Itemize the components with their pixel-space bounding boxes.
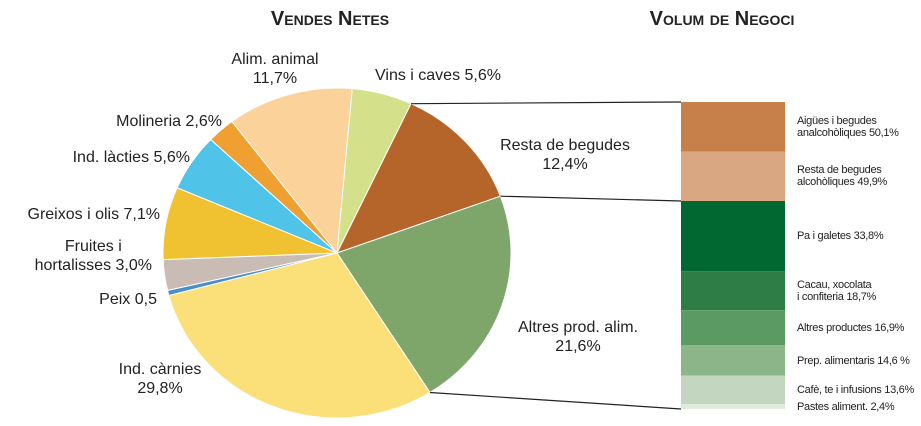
segment-value: 18,7% — [846, 290, 877, 303]
pie-slice — [336, 103, 502, 254]
bar-segment — [681, 310, 785, 346]
pie-label: Fruites i hortalisses 3,0% — [35, 237, 152, 275]
bar-segment — [681, 102, 785, 152]
slice-name: Molineria — [116, 113, 182, 130]
bar-label: Resta de begudes alcohòliques 49,9% — [797, 164, 887, 188]
segment-name: Pastes aliment. — [797, 400, 868, 413]
slice-value: 21,6% — [555, 338, 601, 355]
bar-label: Aigües i begudes analcohòliques 50,1% — [797, 115, 899, 139]
bar-segment — [681, 404, 785, 409]
pie-label: Molineria 2,6% — [116, 112, 222, 131]
segment-name: Aigües i begudes analcohòliques — [797, 114, 877, 139]
slice-value: 12,4% — [542, 156, 588, 173]
slice-name: Vins i caves — [375, 67, 461, 84]
pie-label: Ind. làcties 5,6% — [73, 148, 190, 167]
segment-name: Resta de begudes alcohòliques — [797, 164, 882, 189]
bar-label: Pastes aliment. 2,4% — [797, 400, 895, 413]
segment-value: 16,9% — [874, 321, 905, 334]
slice-value: 7,1% — [123, 206, 160, 223]
pie-slice — [231, 87, 353, 255]
segment-value: 2,4% — [870, 400, 895, 413]
bar-segment — [681, 345, 785, 376]
bar-label: Cacau, xocolata i confiteria 18,7% — [797, 279, 876, 303]
segment-value: 49,9% — [857, 176, 888, 189]
bar-segment — [681, 271, 785, 311]
segment-name: Cacau, xocolata i confiteria — [797, 278, 872, 303]
segment-name: Cafè, te i infusions — [797, 383, 882, 396]
segment-name: Prep. alimentaris — [797, 354, 875, 367]
bar-label: Cafè, te i infusions 13,6% — [797, 384, 914, 396]
pie-label: Ind. càrnies 29,8% — [119, 360, 202, 398]
slice-name: Resta de begudes — [500, 137, 630, 154]
bar-segment — [681, 375, 785, 405]
slice-value: 29,8% — [137, 380, 183, 397]
bar-segment — [681, 151, 785, 201]
slice-value: 5,6% — [153, 149, 190, 166]
slice-value: 11,7% — [252, 70, 298, 87]
slice-name: Altres prod. alim. — [517, 319, 639, 336]
slice-name: Ind. làcties — [72, 149, 150, 166]
bar-title: Volum de Negoci — [649, 8, 795, 30]
segment-value: 50,1% — [868, 126, 899, 139]
slice-value: 2,6% — [185, 113, 222, 130]
slice-value: 0,5 — [134, 291, 157, 308]
pie-slice — [168, 252, 431, 419]
segment-value: 13,6% — [884, 383, 914, 396]
connector — [411, 101, 682, 105]
segment-name: Altres productes — [797, 321, 872, 334]
slice-name: Peix — [99, 291, 131, 308]
pie-label: Alim. animal 11,7% — [231, 50, 318, 88]
connector — [500, 195, 682, 202]
pie-slice — [336, 195, 512, 394]
pie-title: Vendes Netes — [270, 8, 390, 30]
bar-label: Altres productes 16,9% — [797, 322, 904, 334]
connector — [429, 391, 682, 410]
slice-name: Ind. càrnies — [118, 361, 202, 378]
pie-label: Peix 0,5 — [99, 290, 157, 309]
segment-value: 14,6 % — [877, 354, 910, 367]
bar-segment — [681, 201, 785, 272]
pie-label: Vins i caves 5,6% — [375, 66, 501, 85]
segment-name: Pa i galetes — [797, 230, 851, 243]
slice-name: Fruites i hortalisses — [34, 238, 122, 274]
pie-label: Altres prod. alim. 21,6% — [518, 318, 638, 356]
pie-label: Resta de begudes 12,4% — [500, 136, 630, 174]
bar-label: Prep. alimentaris 14,6 % — [797, 355, 910, 367]
segment-value: 33,8% — [853, 230, 884, 243]
slice-name: Alim. animal — [231, 51, 319, 68]
slice-value: 5,6% — [464, 67, 501, 84]
bar-label: Pa i galetes 33,8% — [797, 230, 884, 243]
slice-value: 3,0% — [115, 257, 152, 274]
slice-name: Greixos i olis — [27, 206, 120, 223]
pie-label: Greixos i olis 7,1% — [28, 205, 161, 224]
